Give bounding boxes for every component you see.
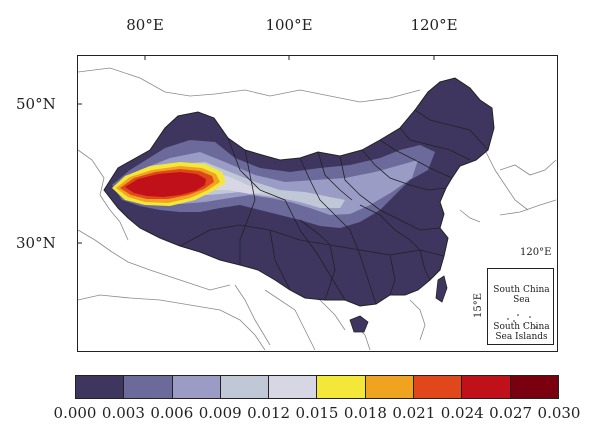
lon-tick-80e: 80°E — [126, 16, 164, 34]
province-boundaries — [179, 109, 489, 305]
legend-tick-label: 0.027 — [489, 404, 533, 422]
legend-swatch-0 — [76, 376, 125, 398]
lon-tick-120e: 120°E — [410, 16, 458, 34]
legend-swatch-5 — [317, 376, 366, 398]
legend-tick-label: 0.024 — [440, 404, 484, 422]
legend-tick-label: 0.012 — [247, 404, 291, 422]
legend-swatch-2 — [172, 376, 221, 398]
inset-islands — [507, 314, 537, 328]
legend-tick-label: 0.015 — [295, 404, 339, 422]
lon-tick-100e: 100°E — [265, 16, 313, 34]
color-legend — [75, 375, 559, 399]
inset-title: South China Sea — [493, 285, 550, 305]
hotspot-red — [125, 172, 206, 197]
legend-swatch-3 — [220, 376, 270, 398]
legend-swatch-7 — [414, 376, 463, 398]
inset-lon-label: 120°E — [520, 247, 552, 258]
lat-tick-50n: 50°N — [16, 95, 56, 113]
inset-subtitle: South China Sea Islands — [493, 322, 550, 342]
legend-tick-label: 0.009 — [198, 404, 242, 422]
legend-tick-label: 0.030 — [537, 404, 581, 422]
legend-tick-label: 0.000 — [53, 404, 97, 422]
legend-swatch-8 — [462, 376, 511, 398]
hainan-island — [349, 315, 369, 333]
legend-swatch-6 — [365, 376, 415, 398]
legend-swatch-9 — [510, 376, 558, 398]
legend-tick-label: 0.021 — [392, 404, 436, 422]
frame-ticks — [77, 55, 435, 244]
legend-swatch-1 — [124, 376, 173, 398]
legend-tick-label: 0.018 — [343, 404, 387, 422]
neighbor-boundaries — [77, 67, 557, 351]
inset-lat-label: 15°E — [473, 292, 485, 319]
lat-tick-30n: 30°N — [16, 234, 56, 252]
taiwan-island — [435, 275, 448, 303]
legend-swatch-4 — [269, 376, 318, 398]
inset-south-china-sea: South China Sea South China Sea Islands — [487, 268, 554, 345]
legend-tick-label: 0.006 — [150, 404, 194, 422]
legend-tick-label: 0.003 — [101, 404, 145, 422]
